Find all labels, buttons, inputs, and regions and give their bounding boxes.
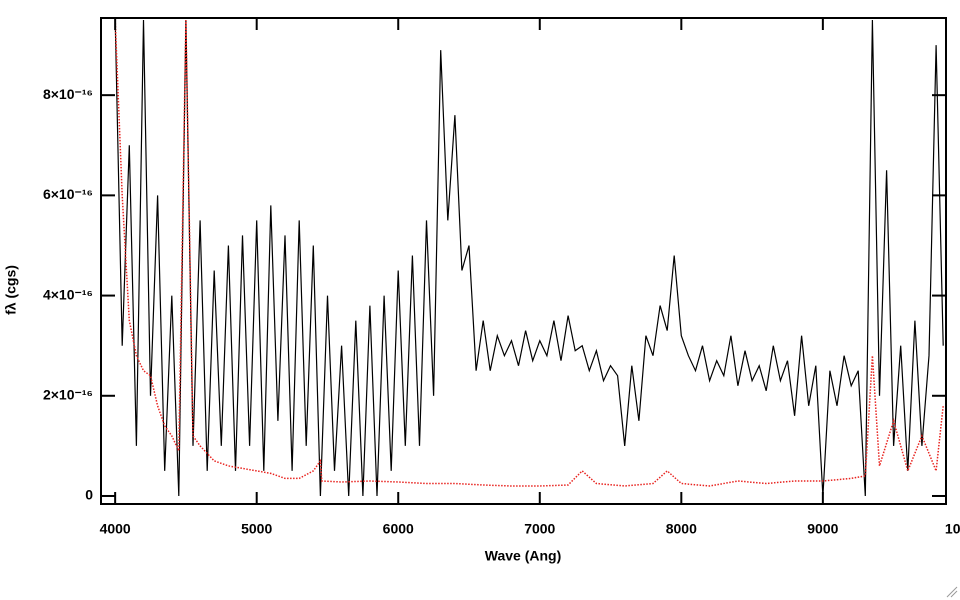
x-tick-label: 4000 <box>100 521 131 537</box>
x-tick-label: 6000 <box>383 521 414 537</box>
y-tick-label: 8×10⁻¹⁶ <box>43 86 93 102</box>
y-axis-label: fλ (cgs) <box>3 265 19 315</box>
y-tick-label: 6×10⁻¹⁶ <box>43 186 93 202</box>
resize-grip <box>946 586 958 598</box>
x-tick-label: 7000 <box>524 521 555 537</box>
x-tick-label: 10000 <box>945 521 960 537</box>
spectrum-line <box>114 19 944 497</box>
spectrum-line <box>114 19 944 487</box>
x-tick-label: 5000 <box>241 521 272 537</box>
x-tick-label: 8000 <box>666 521 697 537</box>
x-tick-label: 9000 <box>807 521 838 537</box>
x-axis-label: Wave (Ang) <box>485 548 561 564</box>
y-tick-label: 4×10⁻¹⁶ <box>43 286 93 302</box>
y-tick-label: 0 <box>85 487 93 503</box>
y-tick-label: 2×10⁻¹⁶ <box>43 386 93 402</box>
plot-frame <box>100 17 947 505</box>
plot-area <box>114 19 944 497</box>
